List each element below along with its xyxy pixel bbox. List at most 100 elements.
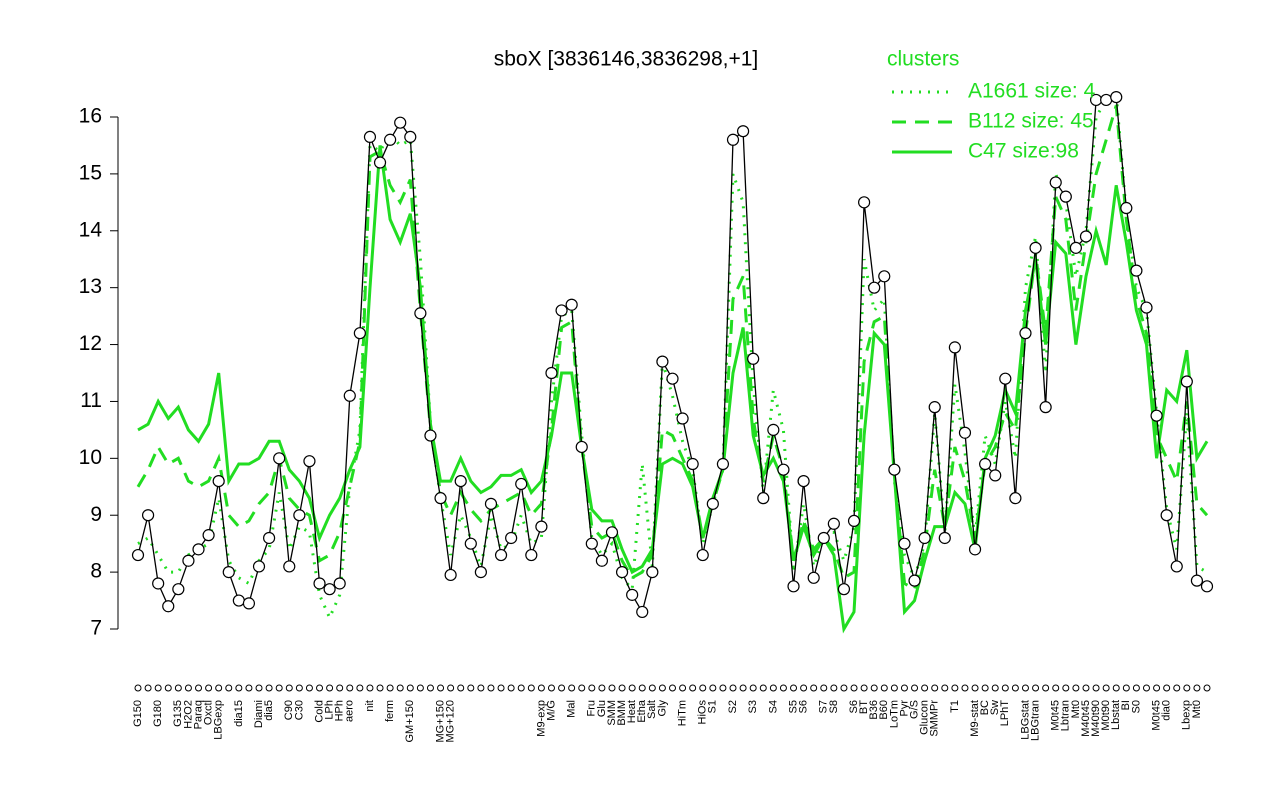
point (999, 372, 1012, 385)
rug-dot (527, 684, 535, 692)
rug-dot (1092, 684, 1100, 692)
point (565, 298, 578, 311)
rug-dot (225, 684, 233, 692)
rug-dot (316, 684, 324, 692)
rug-dot (618, 684, 626, 692)
point (464, 537, 477, 550)
rug-dot (779, 684, 787, 692)
rug-dot (195, 684, 203, 692)
x-tick-label: LBGexp (213, 700, 225, 740)
point (1009, 492, 1022, 505)
rug-dot (1112, 684, 1120, 692)
point (242, 597, 256, 610)
x-tick-label: S8 (828, 700, 840, 713)
point (192, 543, 205, 556)
rug-dot (184, 684, 192, 692)
point (353, 327, 366, 340)
point (797, 474, 810, 488)
point (726, 133, 740, 146)
x-tick-label: BT (858, 700, 870, 714)
point (232, 594, 245, 607)
rug-dot (860, 684, 868, 692)
x-tick-label: nit (364, 700, 376, 712)
x-tick-label: S0 (1130, 700, 1142, 713)
x-tick-label: Heat (626, 700, 638, 723)
rug-dot (386, 684, 394, 692)
rug-dot (840, 684, 848, 692)
rug-dot (457, 684, 465, 692)
rug-dot (880, 684, 888, 692)
legend-label: C47 size:98 (968, 140, 1079, 163)
rug-dot (568, 684, 576, 692)
rug-dot (134, 684, 142, 692)
x-tick-label: SMMPr (929, 700, 941, 737)
point (1100, 93, 1113, 107)
x-tick-label: S2 (727, 700, 739, 713)
point (414, 307, 427, 320)
point (666, 372, 679, 385)
x-tick-label: dia15 (233, 700, 245, 727)
point (293, 509, 306, 522)
point (736, 125, 750, 138)
x-tick-label: Lbexp (1181, 700, 1193, 730)
point (706, 497, 719, 510)
rug-dot (1203, 684, 1211, 692)
rug-dot (1102, 684, 1110, 692)
point (1190, 574, 1204, 587)
rug-dot (376, 684, 384, 692)
point (252, 560, 266, 573)
point (858, 196, 871, 209)
x-tick-label: BC (979, 700, 991, 715)
point (1039, 401, 1052, 414)
point (424, 429, 437, 442)
rug-dot (275, 684, 283, 692)
rug-dot (820, 684, 828, 692)
point (888, 463, 901, 476)
x-tick-label: M/G (545, 700, 557, 721)
point (777, 463, 790, 476)
x-tick-label: Glucon (919, 700, 931, 735)
point (928, 401, 941, 414)
rug-dot (1132, 684, 1140, 692)
rug-dot (426, 684, 434, 692)
x-tick-label: S7 (818, 700, 830, 713)
rug-dot (1042, 684, 1050, 692)
point (747, 352, 760, 365)
rug-dot (981, 684, 989, 692)
rug-dot (1011, 684, 1019, 692)
rug-dot (709, 684, 717, 692)
point (787, 580, 800, 593)
rug-dot (1062, 684, 1070, 692)
point (585, 537, 598, 550)
rug-dot (245, 684, 253, 692)
point (373, 156, 387, 169)
rug-dot (1082, 684, 1090, 692)
x-tick-label: dia0 (1161, 700, 1173, 721)
rug-dot (537, 684, 545, 692)
x-tick-label: dia5 (263, 700, 275, 721)
rug-dot (154, 684, 162, 692)
rug-dot (931, 684, 939, 692)
rug-dot (1052, 684, 1060, 692)
point (948, 341, 961, 354)
x-tick-label: S6 (848, 700, 860, 713)
x-tick-label: M40t90 (1090, 700, 1102, 737)
point (484, 497, 498, 510)
rug-dot (164, 684, 172, 692)
rug-dot (366, 684, 374, 692)
point (162, 600, 175, 613)
rug-dot (477, 684, 485, 692)
point (696, 548, 709, 562)
point (1120, 201, 1133, 215)
point (182, 554, 195, 567)
y-tick-label: 16 (79, 105, 102, 128)
point (505, 531, 518, 545)
y-tick-label: 12 (79, 332, 102, 355)
rug-dot (719, 684, 727, 692)
rug-dot (588, 684, 596, 692)
rug-dot (900, 684, 908, 692)
x-tick-label: C90 (283, 700, 295, 720)
rug-dot (669, 684, 676, 692)
point (1200, 580, 1214, 593)
point (837, 583, 851, 596)
